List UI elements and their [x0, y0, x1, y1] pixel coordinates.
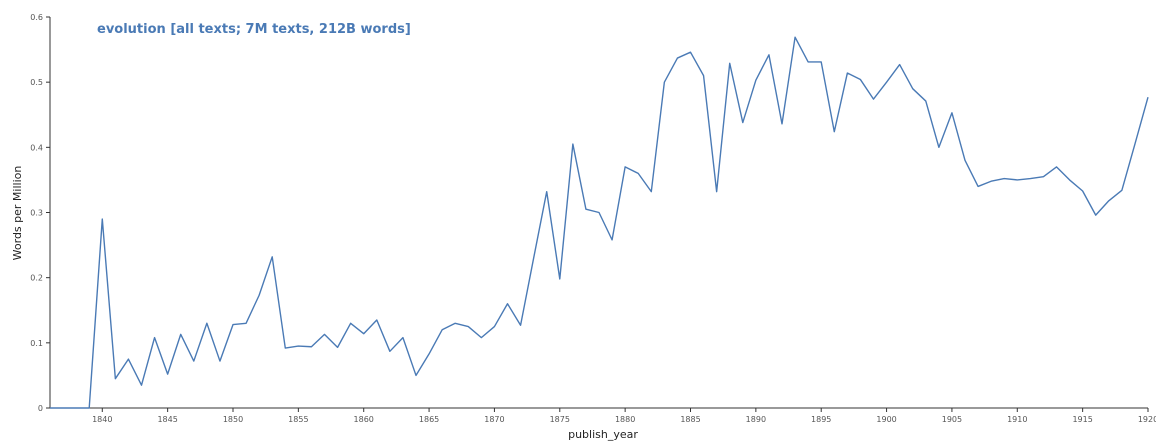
y-tick-label: 0.6 [30, 13, 43, 22]
x-tick-label: 1905 [942, 415, 962, 424]
x-tick-label: 1875 [550, 415, 570, 424]
x-tick-label: 1855 [288, 415, 308, 424]
chart-title: evolution [all texts; 7M texts, 212B wor… [97, 22, 411, 37]
x-axis-title: publish_year [568, 428, 638, 441]
x-tick-label: 1840 [92, 415, 112, 424]
y-tick-label: 0.1 [30, 339, 43, 348]
x-tick-label: 1845 [157, 415, 177, 424]
y-tick-label: 0.2 [30, 274, 43, 283]
x-tick-label: 1900 [876, 415, 896, 424]
x-tick-label: 1865 [419, 415, 439, 424]
x-axis: 1840 1845 1850 1855 1860 1865 1870 1875 1880 1885… [50, 407, 1156, 424]
x-tick-label: 1880 [615, 415, 635, 424]
series-group [50, 36, 1149, 409]
x-tick-label: 1920 [1138, 415, 1156, 424]
x-tick-label: 1895 [811, 415, 831, 424]
y-axis-title: Words per Million [11, 166, 24, 261]
series-line [50, 36, 1149, 409]
y-tick-label: 0.5 [30, 78, 43, 87]
x-tick-label: 1915 [1072, 415, 1092, 424]
x-tick-label: 1870 [484, 415, 504, 424]
y-tick-label: 0.3 [30, 209, 43, 218]
x-tick-label: 1890 [746, 415, 766, 424]
y-axis: 0 0.1 0.2 0.3 0.4 0.5 0.6 [30, 13, 51, 413]
x-tick-label: 1850 [223, 415, 243, 424]
y-tick-label: 0 [38, 404, 43, 413]
x-tick-label: 1885 [680, 415, 700, 424]
y-tick-label: 0.4 [30, 143, 43, 152]
x-tick-label: 1910 [1007, 415, 1027, 424]
x-tick-label: 1860 [354, 415, 374, 424]
